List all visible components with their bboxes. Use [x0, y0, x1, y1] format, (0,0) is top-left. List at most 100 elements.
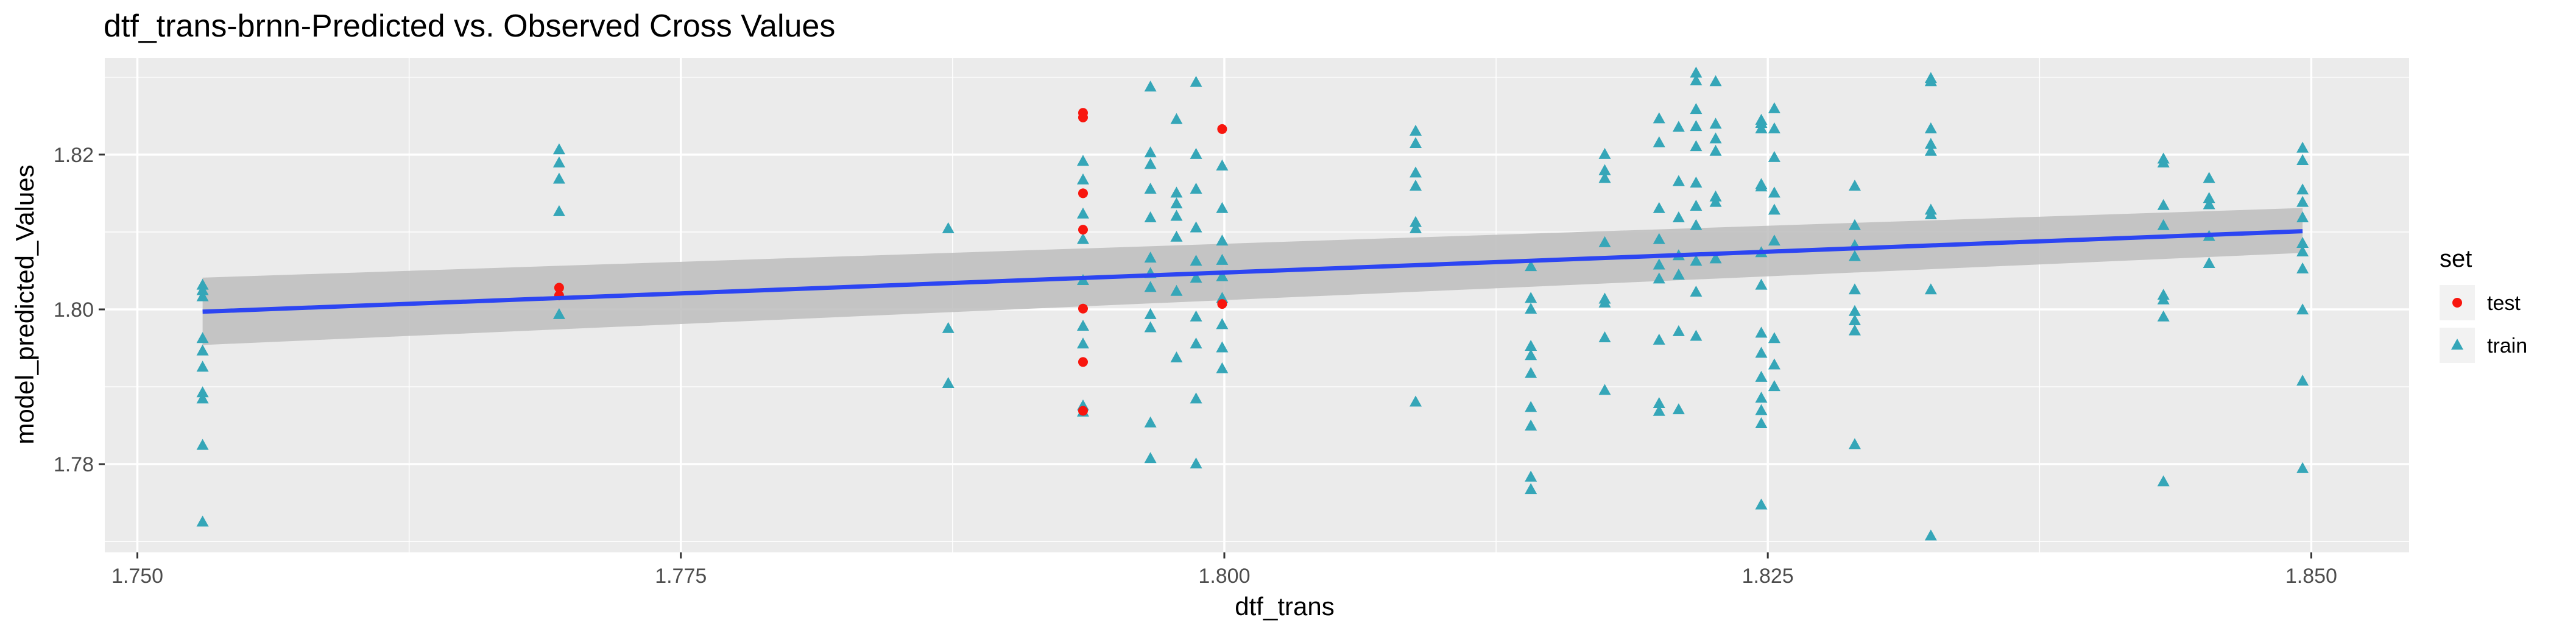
train-point — [1190, 337, 1202, 349]
train-point — [1525, 302, 1537, 314]
train-point — [1768, 234, 1780, 246]
y-axis-title: model_predicted_Values — [10, 164, 39, 444]
train-point — [1598, 384, 1611, 395]
train-point — [2296, 303, 2309, 315]
train-point — [1216, 253, 1229, 265]
train-point — [196, 439, 209, 450]
train-point — [1672, 403, 1685, 415]
train-point — [1525, 470, 1537, 482]
train-point — [1525, 349, 1537, 361]
train-point — [196, 332, 209, 343]
train-point — [1144, 308, 1157, 319]
train-point — [1653, 404, 1665, 416]
train-point — [1525, 292, 1537, 303]
train-point — [196, 386, 209, 398]
test-point — [1078, 112, 1088, 122]
train-point — [1848, 250, 1861, 261]
train-point — [1144, 321, 1157, 333]
train-point — [1755, 180, 1768, 192]
train-point — [1190, 272, 1202, 283]
train-point — [1768, 122, 1780, 133]
train-point — [1076, 233, 1089, 244]
test-point — [1217, 124, 1227, 134]
test-point — [1078, 225, 1088, 235]
train-point — [1690, 66, 1703, 78]
train-point — [1190, 221, 1202, 233]
train-point — [1144, 146, 1157, 158]
train-point — [1190, 147, 1202, 159]
train-point — [1653, 136, 1665, 147]
train-point — [1144, 183, 1157, 194]
test-point — [1217, 299, 1227, 309]
legend-train-marker — [2451, 339, 2463, 350]
train-point — [2296, 154, 2309, 166]
train-point — [2157, 310, 2170, 322]
train-point — [1410, 166, 1422, 178]
train-point — [1690, 286, 1703, 297]
y-tick-label: 1.78 — [54, 453, 94, 476]
train-point — [1690, 199, 1703, 211]
train-point — [1170, 210, 1183, 221]
train-point — [1190, 76, 1202, 87]
train-point — [1216, 159, 1229, 171]
train-point — [1768, 332, 1780, 343]
x-tick-label: 1.750 — [111, 565, 163, 588]
train-point — [1410, 222, 1422, 233]
train-point — [1755, 498, 1768, 510]
train-point — [1653, 258, 1665, 270]
test-point — [554, 283, 564, 293]
train-point — [2157, 475, 2170, 487]
train-point — [1170, 113, 1183, 124]
train-point — [1216, 362, 1229, 373]
train-point — [1848, 305, 1861, 316]
train-point — [1410, 137, 1422, 149]
train-point — [1768, 380, 1780, 392]
train-point — [1216, 318, 1229, 329]
train-point — [1755, 278, 1768, 290]
train-point — [2157, 199, 2170, 210]
train-point — [196, 284, 209, 295]
legend-test-marker — [2452, 298, 2462, 308]
train-point — [1690, 103, 1703, 114]
train-point — [1848, 324, 1861, 336]
train-point — [1768, 186, 1780, 198]
train-point — [1216, 202, 1229, 213]
train-point — [1190, 310, 1202, 322]
train-point — [1170, 351, 1183, 363]
train-point — [1598, 172, 1611, 183]
train-point — [1690, 219, 1703, 230]
legend-label-test: test — [2487, 292, 2521, 315]
train-point — [2296, 462, 2309, 473]
train-point — [1755, 370, 1768, 382]
train-point — [1653, 333, 1665, 345]
train-point — [1672, 325, 1685, 336]
train-point — [196, 392, 209, 404]
train-point — [1690, 74, 1703, 86]
train-point — [1653, 272, 1665, 284]
train-point — [1144, 416, 1157, 428]
train-point — [1690, 329, 1703, 341]
train-point — [1144, 80, 1157, 92]
train-point — [1709, 75, 1722, 86]
train-point — [1190, 183, 1202, 194]
train-point — [1709, 195, 1722, 207]
legend: set test train — [2440, 245, 2527, 363]
train-point — [1190, 392, 1202, 404]
train-point — [1076, 319, 1089, 331]
train-point — [1924, 75, 1937, 86]
test-point — [1078, 188, 1088, 199]
train-point — [1525, 419, 1537, 431]
train-point — [1216, 292, 1229, 303]
train-point — [1410, 216, 1422, 227]
train-point — [1690, 176, 1703, 188]
train-point — [1672, 121, 1685, 132]
train-point — [1216, 341, 1229, 353]
x-axis: 1.750 1.775 1.800 1.825 1.850 — [111, 552, 2337, 588]
train-point — [1768, 358, 1780, 370]
x-tick-label: 1.825 — [1742, 565, 1794, 588]
train-point — [1755, 404, 1768, 415]
train-point — [196, 290, 209, 301]
train-point — [1144, 281, 1157, 292]
train-point — [1653, 112, 1665, 124]
